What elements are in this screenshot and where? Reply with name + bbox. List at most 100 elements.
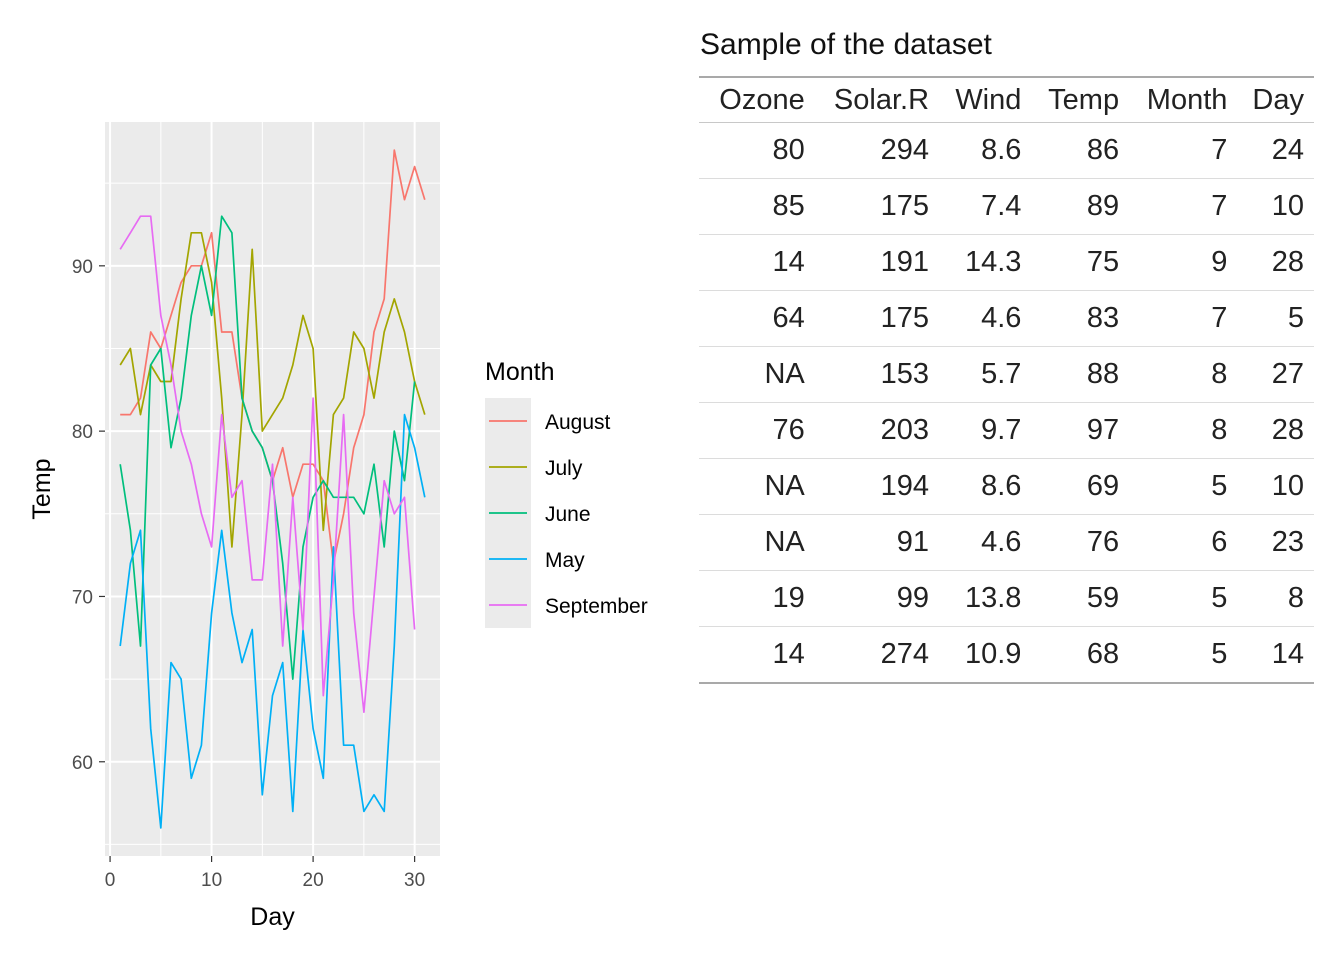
x-tick-label: 20 (303, 870, 324, 891)
cell-wind: 4.6 (938, 290, 1031, 347)
cell-temp: 59 (1030, 570, 1129, 627)
table-row: 80 294 8.6 86 7 24 (699, 122, 1314, 179)
cell-wind: 10.9 (964, 638, 1022, 670)
column-header-day: Day (1236, 77, 1314, 123)
cell-month: 7 (1128, 178, 1237, 235)
legend-label-july: July (545, 457, 583, 480)
cell-month: 8 (1128, 402, 1237, 459)
table-row: 14 191 14.3 75 9 28 (699, 234, 1314, 291)
table-row: 14 274 10.9 68 5 14 (699, 627, 1314, 684)
cell-wind: 7.4 (938, 178, 1031, 235)
table-row: 85 175 7.4 89 7 10 (699, 178, 1314, 235)
y-tick-label: 70 (72, 587, 93, 608)
cell-ozone: 64 (699, 290, 814, 347)
column-header-month: Month (1128, 77, 1237, 123)
cell-day: 5 (1236, 290, 1314, 347)
table-title: Sample of the dataset (700, 28, 992, 61)
cell-solar-r: 175 (813, 178, 939, 235)
cell-ozone: NA (699, 458, 814, 515)
series-line-may (119, 413, 426, 829)
y-tick-label: 90 (72, 257, 93, 278)
series-line-july (119, 231, 426, 548)
cell-temp: 97 (1030, 402, 1129, 459)
cell-solar-r: 294 (813, 122, 939, 179)
column-header-wind: Wind (938, 77, 1031, 123)
dataset-sample-panel: Sample of the dataset Ozone Solar.R Wind… (699, 26, 1314, 684)
cell-month: 5 (1128, 570, 1237, 627)
table-row: 76 203 9.7 97 8 28 (699, 402, 1314, 459)
table-row: 19 99 13.8 59 5 8 (699, 570, 1314, 627)
series-line-june (119, 215, 416, 680)
table-row: NA 194 8.6 69 5 10 (699, 458, 1314, 515)
legend-title: Month (485, 358, 554, 386)
cell-ozone: 80 (699, 122, 814, 179)
cell-temp: 89 (1030, 178, 1129, 235)
cell-solar-r: 191 (813, 234, 939, 291)
table-row: 64 175 4.6 83 7 5 (699, 290, 1314, 347)
cell-month: 7 (1128, 290, 1237, 347)
cell-day: 28 (1236, 234, 1314, 291)
cell-temp: 86 (1030, 122, 1129, 179)
cell-day: 27 (1236, 346, 1314, 403)
cell-wind: 8.6 (938, 122, 1031, 179)
cell-month: 6 (1128, 514, 1237, 571)
legend-label-june: June (545, 503, 591, 526)
x-tick-label: 10 (201, 870, 222, 891)
table-row: NA 91 4.6 76 6 23 (699, 514, 1314, 571)
cell-solar-r: 91 (813, 514, 939, 571)
x-tick-label: 30 (404, 870, 425, 891)
cell-solar-r: 99 (813, 570, 939, 627)
y-tick-label: 80 (72, 422, 93, 443)
column-header-temp: Temp (1030, 77, 1129, 123)
dataset-table: Ozone Solar.R Wind Temp Month Day 80 294 8… (699, 76, 1314, 684)
cell-month: 9 (1128, 234, 1237, 291)
column-header-solar-r: Solar.R (813, 77, 939, 123)
legend-label-august: August (545, 411, 611, 434)
cell-month: 7 (1128, 122, 1237, 179)
cell-ozone: 19 (699, 570, 814, 627)
legend-label-may: May (545, 549, 585, 572)
column-header-ozone: Ozone (699, 77, 814, 123)
cell-temp: 88 (1030, 346, 1129, 403)
temperature-line-chart: 0 10 20 30 60 70 80 90 Day Temp Month August July Jun… (28, 122, 648, 931)
cell-wind: 8.6 (938, 458, 1031, 515)
cell-ozone: 85 (699, 178, 814, 235)
cell-month: 8 (1128, 346, 1237, 403)
series-line-september (119, 215, 416, 714)
cell-wind: 14.3 (938, 234, 1031, 291)
cell-temp: 68 (1086, 638, 1120, 670)
cell-ozone: 14 (772, 638, 805, 670)
cell-ozone: 76 (699, 402, 814, 459)
cell-month: 5 (1128, 458, 1237, 515)
cell-wind: 5.7 (938, 346, 1031, 403)
cell-day: 23 (1236, 514, 1314, 571)
cell-temp: 83 (1030, 290, 1129, 347)
x-axis-title: Day (250, 903, 295, 931)
x-tick-label: 0 (105, 870, 116, 891)
cell-temp: 69 (1030, 458, 1129, 515)
cell-temp: 75 (1030, 234, 1129, 291)
y-axis-title: Temp (28, 458, 56, 519)
cell-temp: 76 (1030, 514, 1129, 571)
cell-wind: 4.6 (938, 514, 1031, 571)
cell-solar-r: 175 (813, 290, 939, 347)
table-row: NA 153 5.7 88 8 27 (699, 346, 1314, 403)
cell-wind: 9.7 (938, 402, 1031, 459)
cell-month: 5 (1211, 638, 1228, 670)
legend-label-september: September (545, 595, 648, 618)
cell-solar-r: 153 (813, 346, 939, 403)
cell-day: 10 (1236, 178, 1314, 235)
y-tick-label: 60 (72, 753, 93, 774)
cell-ozone: 14 (699, 234, 814, 291)
cell-ozone: NA (699, 514, 814, 571)
cell-day: 8 (1236, 570, 1314, 627)
cell-wind: 13.8 (938, 570, 1031, 627)
cell-day: 28 (1236, 402, 1314, 459)
cell-solar-r: 194 (813, 458, 939, 515)
cell-ozone: NA (699, 346, 814, 403)
cell-day: 14 (1271, 638, 1304, 670)
cell-solar-r: 203 (813, 402, 939, 459)
cell-solar-r: 274 (880, 638, 930, 670)
cell-day: 24 (1236, 122, 1314, 179)
table-header-row: Ozone Solar.R Wind Temp Month Day (699, 77, 1314, 123)
